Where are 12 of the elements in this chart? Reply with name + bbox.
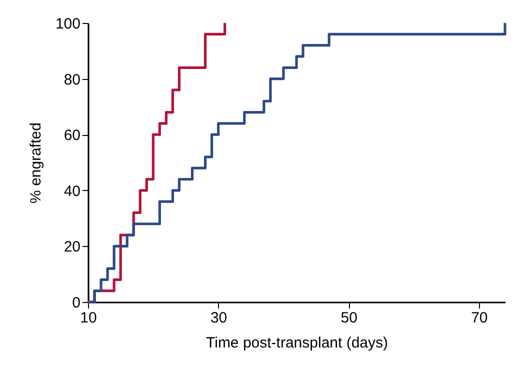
x-tick-label: 10 xyxy=(80,310,97,326)
x-tick-label: 30 xyxy=(210,310,228,326)
y-tick-label: 40 xyxy=(64,182,80,200)
x-tick-label: 50 xyxy=(340,310,358,326)
y-tick-label: 80 xyxy=(64,71,80,88)
y-tick-label: 60 xyxy=(64,127,80,144)
y-tick-label: 20 xyxy=(64,238,80,256)
y-axis-title: % engrafted xyxy=(27,122,44,204)
y-tick-label: 100 xyxy=(55,16,80,32)
y-tick-label: 0 xyxy=(72,294,80,312)
x-axis-title: Time post-transplant (days) xyxy=(206,334,388,352)
x-tick-label: 70 xyxy=(471,310,488,326)
